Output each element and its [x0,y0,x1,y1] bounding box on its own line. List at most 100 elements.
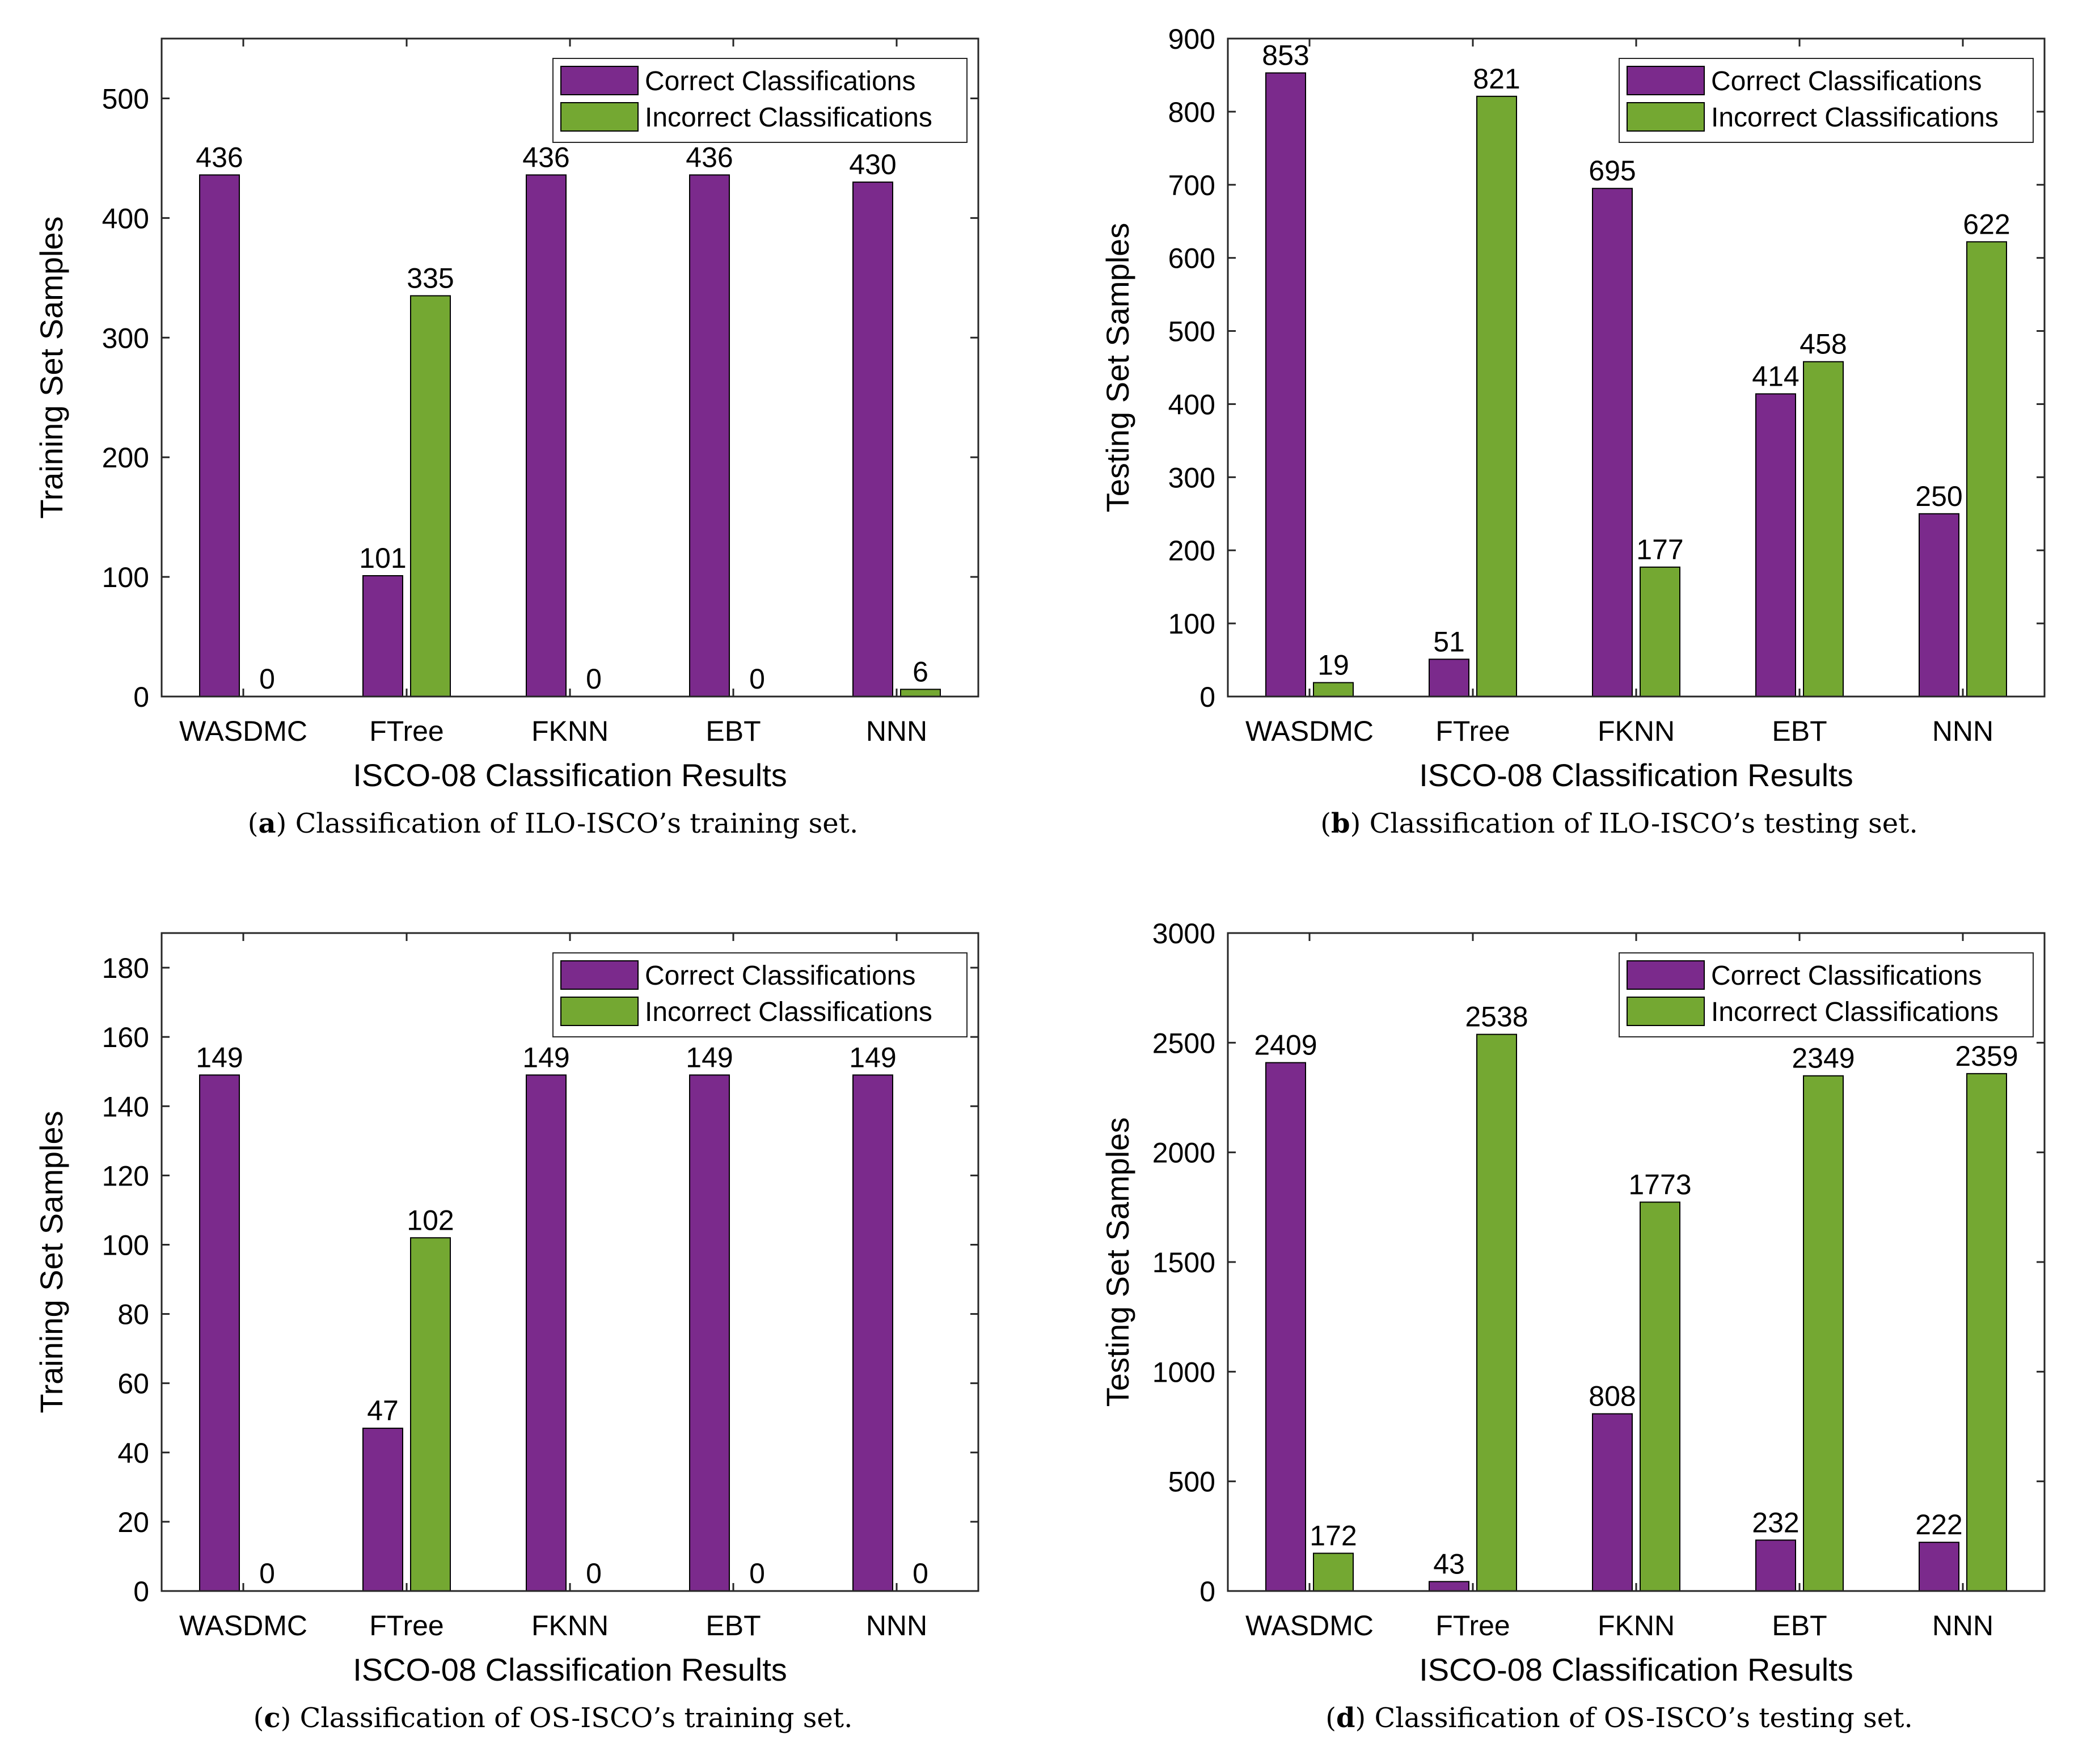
data-label-incorrect-ftree: 102 [407,1204,454,1236]
data-label-incorrect-wasdmc: 0 [259,1558,275,1589]
bar-correct-nnn [852,182,893,698]
data-label-incorrect-fknn: 0 [586,1558,602,1589]
data-label-correct-nnn: 430 [849,149,896,180]
bar-correct-nnn [1919,513,1959,697]
legend: Correct Classifications Incorrect Classif… [552,58,968,143]
x-tick-label-nnn: NNN [1932,715,1993,747]
x-axis-label: ISCO-08 Classification Results [353,757,787,793]
data-label-correct-nnn: 222 [1915,1509,1962,1541]
legend-swatch-incorrect [560,997,639,1026]
bar-correct-ftree [1429,1581,1469,1592]
y-tick-label: 100 [102,562,149,593]
bar-incorrect-ftree [1476,95,1517,697]
caption-open-paren: ( [254,1702,264,1734]
y-tick-label: 0 [133,681,149,713]
y-tick-label: 0 [1199,1576,1215,1607]
caption-text: Classification of OS-ISCO’s testing set. [1375,1702,1913,1734]
data-label-incorrect-wasdmc: 19 [1317,649,1349,681]
legend-swatch-incorrect [1627,102,1705,132]
y-tick-label: 140 [102,1091,149,1122]
bar-correct-ebt [689,1074,730,1592]
bar-correct-fknn [1592,188,1633,697]
bar-correct-wasdmc [1265,72,1306,698]
y-axis-label: Training Set Samples [33,1111,69,1413]
data-label-incorrect-nnn: 6 [913,656,928,687]
legend-label-correct: Correct Classifications [1711,961,1982,991]
y-tick-label: 2500 [1152,1027,1215,1059]
y-tick-label: 0 [1199,681,1215,713]
x-tick-label-ftree: FTree [369,715,444,747]
bar-incorrect-ebt [1803,1075,1844,1592]
data-label-correct-wasdmc: 436 [196,141,243,173]
data-label-incorrect-ebt: 458 [1800,328,1847,360]
x-tick-label-nnn: NNN [866,715,927,747]
y-tick-label: 300 [1168,462,1215,493]
data-label-incorrect-ebt: 2349 [1792,1043,1855,1074]
x-tick-label-wasdmc: WASDMC [179,1610,307,1641]
caption-close-paren: ) [281,1702,300,1734]
y-tick-label: 600 [1168,243,1215,275]
y-tick-label: 800 [1168,96,1215,128]
panel-caption: (d) Classification of OS-ISCO’s testing … [1325,1702,1912,1734]
caption-letter: b [1331,808,1350,839]
x-tick-label-wasdmc: WASDMC [1245,715,1374,747]
bar-incorrect-nnn [900,689,941,698]
y-tick-label: 2000 [1152,1137,1215,1169]
x-tick-label-wasdmc: WASDMC [179,715,307,747]
data-label-incorrect-nnn: 2359 [1955,1040,2018,1072]
x-tick-label-fknn: FKNN [531,1610,609,1641]
x-tick-label-nnn: NNN [1932,1610,1993,1641]
caption-close-paren: ) [276,808,295,839]
x-tick-label-fknn: FKNN [1598,715,1675,747]
data-label-incorrect-wasdmc: 172 [1310,1520,1357,1551]
y-tick-label: 40 [117,1437,149,1469]
y-tick-label: 1000 [1152,1356,1215,1388]
y-tick-label: 160 [102,1022,149,1053]
y-tick-label: 500 [1168,316,1215,348]
bar-correct-ftree [1429,659,1469,698]
data-label-correct-nnn: 149 [849,1041,896,1073]
panel-caption: (c) Classification of OS-ISCO’s training… [254,1702,853,1734]
data-label-correct-wasdmc: 2409 [1254,1029,1317,1061]
legend-label-correct: Correct Classifications [645,66,915,96]
y-tick-label: 20 [117,1506,149,1538]
x-tick-label-fknn: FKNN [531,715,609,747]
bar-incorrect-fknn [1640,1201,1680,1592]
y-tick-label: 200 [1168,535,1215,567]
legend-swatch-correct [560,960,639,990]
data-label-correct-fknn: 695 [1589,155,1636,187]
bar-incorrect-ebt [1803,361,1844,697]
caption-open-paren: ( [1325,1702,1336,1734]
legend: Correct Classifications Incorrect Classif… [552,952,968,1037]
chart-panel-c: 149 47 149 149 149 0 102 0 0 0 0 20 40 60 80 100 120 140 1… [33,932,979,1734]
y-tick-label: 900 [1168,23,1215,55]
legend-label-incorrect: Incorrect Classifications [645,103,932,133]
bar-incorrect-ftree [410,1237,451,1592]
x-tick-label-ebt: EBT [706,715,761,747]
bar-correct-fknn [526,1074,567,1592]
x-tick-label-wasdmc: WASDMC [1245,1610,1374,1641]
data-label-incorrect-ftree: 821 [1473,63,1520,95]
bar-correct-ftree [362,575,403,697]
bar-incorrect-nnn [1966,1073,2007,1592]
x-tick-label-ftree: FTree [1435,1610,1510,1641]
legend-swatch-correct [1627,960,1705,990]
caption-letter: a [258,808,276,839]
data-label-correct-wasdmc: 149 [196,1041,243,1073]
data-label-correct-ebt: 149 [686,1041,733,1073]
legend-label-incorrect: Incorrect Classifications [1711,997,1999,1027]
caption-close-paren: ) [1355,1702,1375,1734]
data-label-correct-nnn: 250 [1915,480,1962,512]
y-tick-label: 1500 [1152,1247,1215,1278]
bar-correct-nnn [852,1074,893,1592]
data-label-incorrect-fknn: 1773 [1628,1168,1691,1200]
bar-correct-nnn [1919,1542,1959,1592]
y-tick-label: 0 [133,1576,149,1607]
data-label-correct-ftree: 101 [359,542,406,574]
bar-correct-ebt [689,174,730,698]
data-label-incorrect-ftree: 335 [407,262,454,294]
bar-incorrect-wasdmc [1313,1552,1354,1592]
data-label-correct-ebt: 414 [1752,360,1799,392]
caption-open-paren: ( [248,808,259,839]
y-tick-label: 400 [102,202,149,234]
